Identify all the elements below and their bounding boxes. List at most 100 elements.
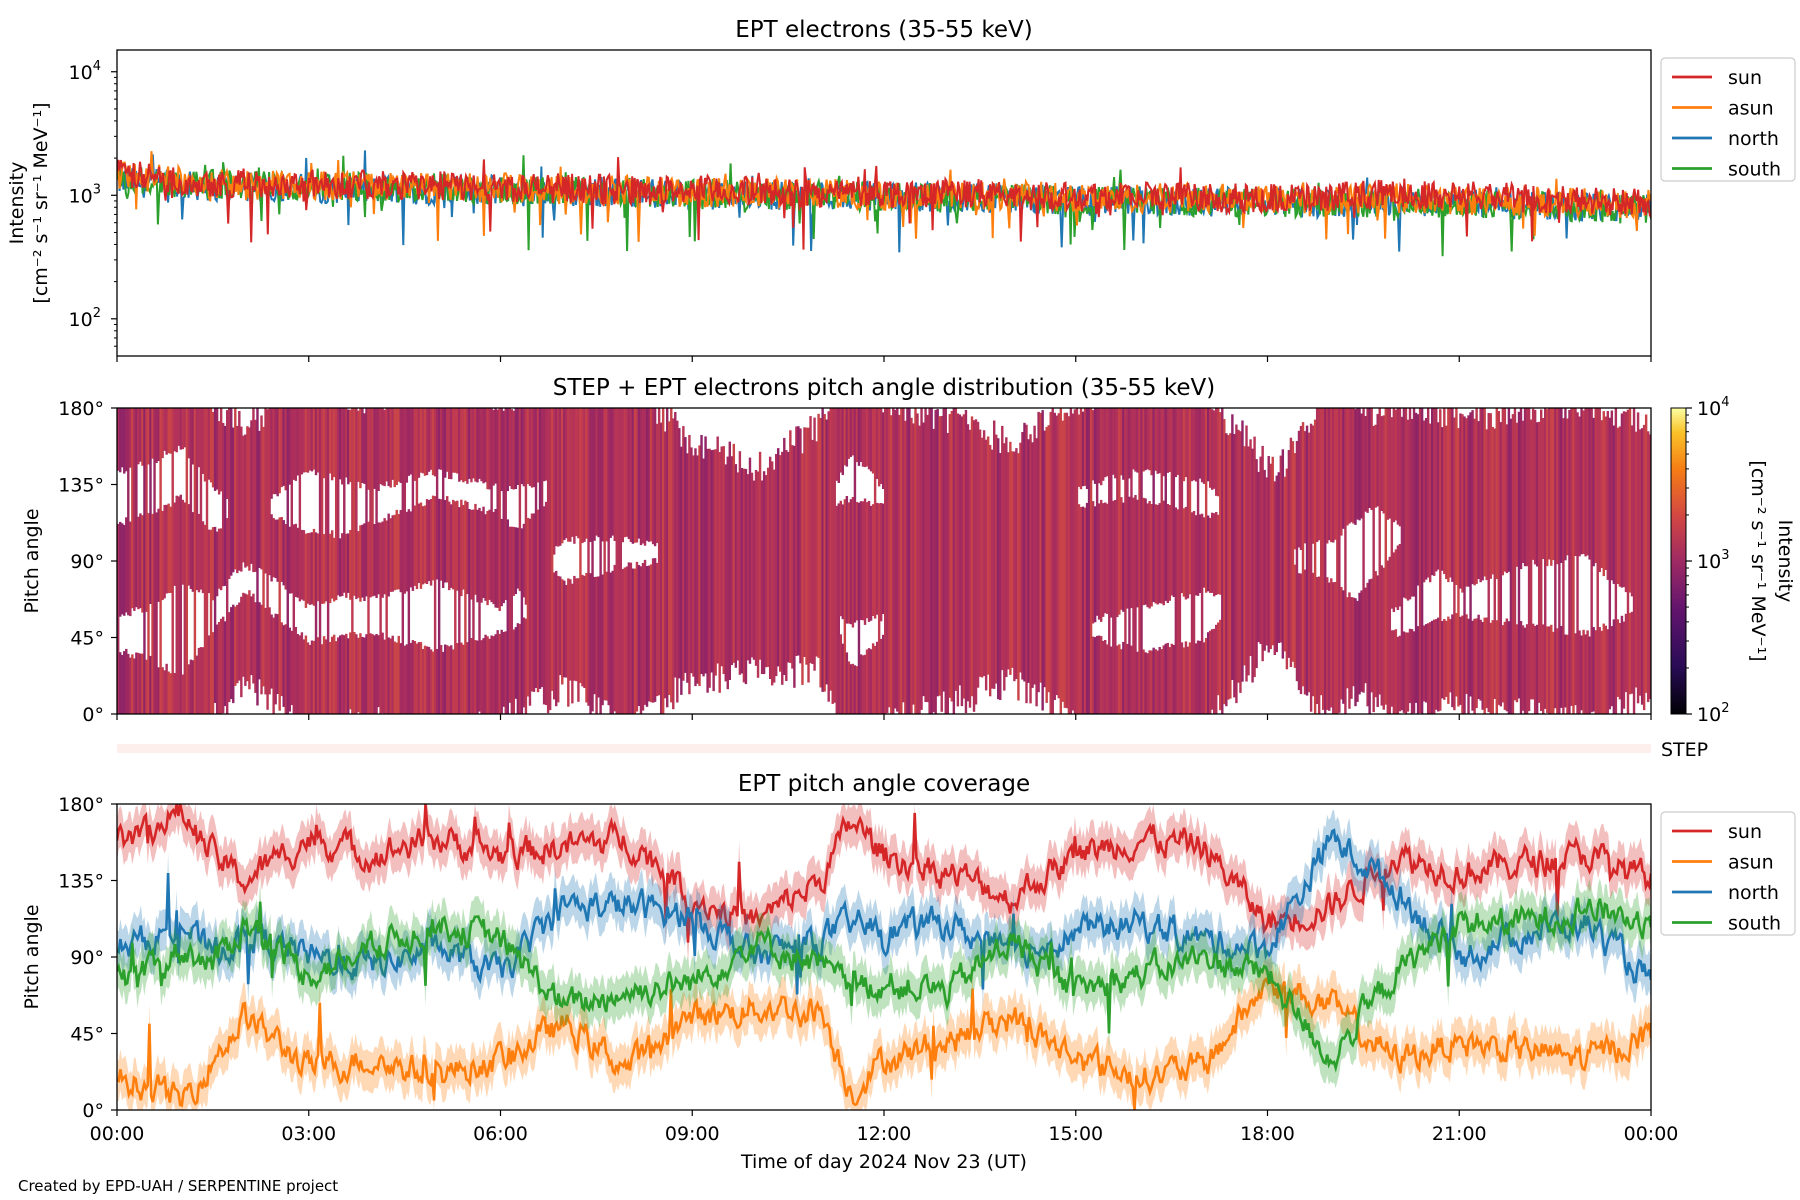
heatmap-cell [627, 562, 631, 714]
heatmap-cell [1548, 626, 1551, 714]
heatmap-cell [1180, 642, 1184, 714]
heatmap-cell [1390, 630, 1394, 707]
heatmap-cell [791, 445, 794, 669]
heatmap-cell [1037, 411, 1040, 693]
heatmap-cell [1091, 501, 1095, 624]
heatmap-cell [1380, 565, 1383, 706]
heatmap-cell [1342, 408, 1345, 529]
heatmap-cell [1291, 441, 1295, 662]
heatmap-cell [1618, 623, 1622, 700]
heatmap-cell [197, 513, 201, 593]
heatmap-cell [1624, 613, 1628, 693]
heatmap-cell [1366, 582, 1369, 707]
heatmap-cell [1511, 414, 1515, 714]
heatmap-cell [1527, 408, 1531, 712]
heatmap-cell [595, 576, 598, 714]
heatmap-cell [1548, 408, 1551, 560]
heatmap-cell [306, 408, 310, 473]
heatmap-cell [1164, 643, 1167, 714]
heatmap-cell [143, 408, 146, 714]
heatmap-cell [125, 408, 128, 472]
heatmap-cell [246, 426, 249, 567]
heatmap-cell [272, 518, 275, 578]
heatmap-cell [1433, 619, 1436, 714]
heatmap-cell [653, 558, 657, 702]
heatmap-cell [1394, 549, 1398, 608]
heatmap-cell [1368, 579, 1371, 714]
heatmap-cell [1600, 420, 1603, 568]
heatmap-cell [502, 632, 505, 707]
heatmap-cell [851, 663, 855, 714]
heatmap-cell [797, 426, 800, 656]
heatmap-cell [1221, 408, 1224, 714]
series-line-sun [117, 804, 1651, 943]
heatmap-cell [1636, 412, 1640, 704]
heatmap-cell [421, 649, 425, 714]
heatmap-cell [278, 408, 281, 494]
heatmap-cell [1184, 408, 1188, 478]
heatmap-cell [131, 408, 134, 609]
heatmap-cell [758, 451, 762, 660]
heatmap-cell [345, 533, 348, 598]
heatmap-cell [532, 408, 536, 488]
heatmap-cell [785, 450, 788, 681]
heatmap-cell [659, 422, 663, 714]
heatmap-cell [274, 408, 277, 495]
xtick-label: 00:00 [90, 1123, 145, 1145]
heatmap-cell [213, 408, 217, 491]
heatmap-cell [851, 497, 855, 628]
heatmap-cell [637, 408, 641, 539]
heatmap-cell [486, 511, 489, 606]
heatmap-cell [488, 408, 491, 490]
heatmap-cell [1410, 418, 1414, 597]
heatmap-cell [1118, 644, 1121, 714]
heatmap-cell [1392, 630, 1396, 714]
heatmap-cell [1477, 421, 1480, 579]
heatmap-cell [1071, 413, 1075, 711]
heatmap-cell [1483, 617, 1486, 714]
heatmap-cell [1542, 624, 1545, 714]
heatmap-cell [431, 651, 435, 714]
heatmap-cell [413, 641, 417, 714]
heatmap-cell [234, 606, 237, 686]
panel2-heatmap [117, 408, 1651, 714]
heatmap-cell [984, 439, 988, 691]
heatmap-cell [1449, 619, 1452, 693]
heatmap-cell [286, 408, 289, 714]
heatmap-cell [254, 602, 257, 693]
heatmap-cell [1410, 629, 1414, 714]
heatmap-cell [1263, 469, 1266, 651]
heatmap-cell [886, 408, 889, 714]
heatmap-cell [1451, 408, 1454, 582]
heatmap-cell [1091, 410, 1095, 481]
heatmap-cell [1114, 500, 1117, 714]
heatmap-cell [429, 649, 433, 714]
heatmap-cell [294, 627, 298, 714]
heatmap-cell [1513, 408, 1517, 701]
heatmap-cell [1182, 508, 1186, 597]
heatmap-cell [583, 575, 586, 688]
heatmap-cell [425, 499, 429, 584]
heatmap-cell [441, 651, 445, 714]
ytick-label: 0° [82, 704, 104, 726]
heatmap-cell [1213, 513, 1216, 597]
heatmap-cell [409, 511, 413, 588]
heatmap-cell [746, 474, 750, 661]
colorbar-axis: 102 103 104 [1686, 395, 1729, 726]
heatmap-cell [781, 451, 784, 685]
series-line-sun [117, 157, 1651, 250]
heatmap-cell [680, 446, 683, 695]
heatmap-cell [1279, 455, 1283, 643]
heatmap-cell [710, 450, 713, 673]
heatmap-cell [161, 667, 164, 714]
heatmap-cell [676, 420, 679, 703]
heatmap-cell [480, 511, 483, 603]
heatmap-cell [1146, 503, 1149, 608]
heatmap-cell [284, 624, 287, 714]
heatmap-cell [565, 408, 568, 539]
heatmap-cell [871, 643, 875, 714]
heatmap-cell [1648, 434, 1651, 700]
heatmap-cell [304, 533, 308, 608]
heatmap-cell [1336, 408, 1339, 714]
heatmap-cell [1326, 408, 1329, 544]
